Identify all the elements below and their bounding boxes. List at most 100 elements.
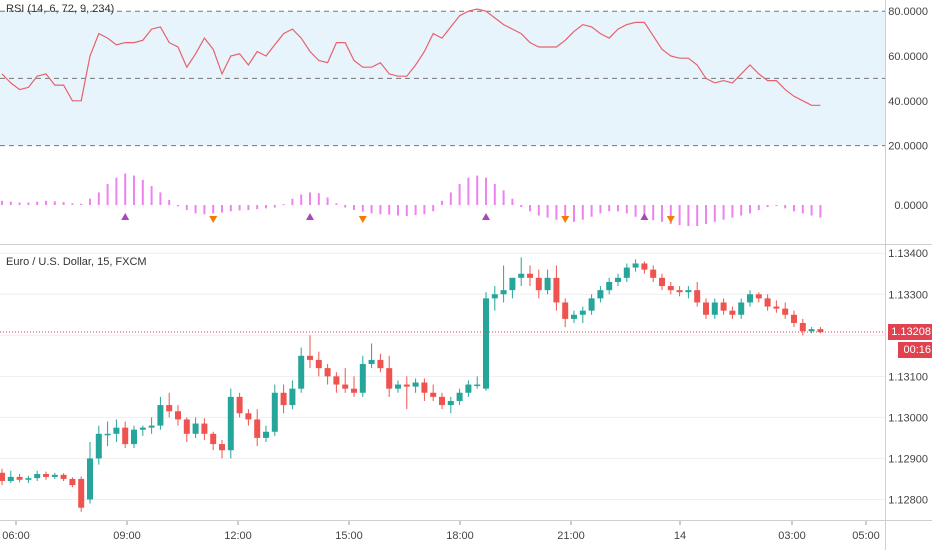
signal-up-marker (306, 213, 314, 220)
candle-body (16, 476, 23, 480)
candle-body (579, 310, 586, 315)
candle-body (395, 384, 401, 389)
time-axis-label: 06:00 (2, 530, 30, 542)
candle-body (51, 474, 58, 477)
oscillator-bar (661, 205, 663, 222)
candle-body (518, 273, 525, 278)
candle-body (535, 277, 542, 291)
oscillator-bar (564, 205, 567, 221)
oscillator-bar (405, 205, 408, 216)
oscillator-pane (1, 173, 822, 226)
rsi-axis-label: 80.0000 (888, 6, 928, 18)
rsi-pane (0, 8, 885, 147)
oscillator-bar (273, 205, 276, 208)
oscillator-bar (256, 205, 259, 210)
candle-body (307, 355, 313, 360)
candle-body (509, 277, 516, 291)
oscillator-bar (441, 200, 443, 205)
oscillator-bar (229, 205, 232, 212)
candle-body (667, 286, 674, 291)
candle-body (597, 290, 604, 299)
candle-body (148, 425, 155, 428)
candle-body (69, 478, 76, 486)
rsi-axis-label: 40.0000 (888, 96, 928, 108)
oscillator-bar (89, 198, 91, 205)
candle-body (632, 263, 639, 268)
time-axis-label: 09:00 (113, 530, 141, 542)
oscillator-bar (687, 205, 690, 226)
time-axis-label: 18:00 (446, 530, 474, 542)
oscillator-bar (335, 203, 338, 205)
candle-body (738, 302, 745, 315)
candle-body (720, 302, 727, 311)
signal-up-marker (482, 213, 490, 220)
oscillator-bar (71, 203, 74, 205)
oscillator-bar (1, 200, 3, 205)
candle-body (175, 411, 181, 420)
oscillator-bar (581, 205, 584, 220)
oscillator-bar (9, 201, 12, 205)
oscillator-bar (520, 205, 523, 208)
oscillator-bar (45, 200, 47, 205)
candle-body (615, 277, 621, 282)
signal-up-marker (640, 213, 649, 220)
oscillator-bar (766, 205, 769, 208)
candle-body (359, 364, 366, 393)
signal-up-marker (121, 213, 130, 220)
oscillator-bar (643, 205, 646, 219)
rsi-indicator-title[interactable]: RSI (14, 6, 72, 9, 234) (6, 3, 115, 15)
candle-body (430, 392, 437, 397)
candle-body (782, 308, 789, 315)
candle-body (606, 281, 613, 291)
candle-body (773, 306, 780, 309)
oscillator-bar (344, 205, 347, 208)
candle-body (227, 396, 234, 451)
oscillator-bar (511, 198, 514, 205)
oscillator-bar (678, 205, 681, 226)
candle-body (113, 427, 120, 434)
candle-body (166, 405, 173, 412)
candle-body (641, 263, 648, 270)
candle-body (650, 269, 657, 278)
candle-body (588, 298, 595, 311)
oscillator-bar (177, 205, 179, 207)
oscillator-bar (106, 184, 109, 205)
candle-body (694, 290, 701, 303)
candle-body (131, 429, 137, 445)
signal-down-marker (209, 216, 218, 223)
time-axis-label: 12:00 (224, 530, 252, 542)
oscillator-bar (317, 193, 320, 205)
oscillator-bar (27, 202, 30, 205)
price-axis-label: 1.13300 (888, 289, 928, 301)
candle-body (183, 419, 190, 434)
candle-body (324, 368, 331, 377)
oscillator-bar (159, 192, 162, 205)
oscillator-bar (150, 186, 153, 205)
oscillator-bar (502, 190, 505, 205)
oscillator-bar (326, 197, 329, 205)
candle-body (122, 427, 129, 445)
oscillator-bar (784, 205, 787, 209)
candle-body (0, 472, 5, 482)
price-axis-label: 1.13400 (888, 248, 928, 260)
oscillator-bar (203, 205, 206, 215)
oscillator-bar (793, 205, 795, 212)
candle-body (386, 368, 393, 389)
oscillator-bar (696, 205, 699, 226)
oscillator-bar (115, 177, 118, 205)
candle-body (799, 322, 806, 332)
price-pane (0, 252, 885, 512)
candle-body (747, 294, 753, 303)
oscillator-bar (573, 205, 575, 222)
candle-body (562, 302, 569, 319)
oscillator-bar (62, 202, 65, 205)
oscillator-bar (423, 205, 426, 215)
last-price-tag: 1.13208 (888, 324, 932, 340)
candle-body (368, 359, 375, 365)
candle-body (623, 267, 630, 278)
candle-body (711, 302, 718, 315)
oscillator-bar (282, 204, 285, 206)
symbol-title[interactable]: Euro / U.S. Dollar, 15, FXCM (6, 256, 147, 268)
